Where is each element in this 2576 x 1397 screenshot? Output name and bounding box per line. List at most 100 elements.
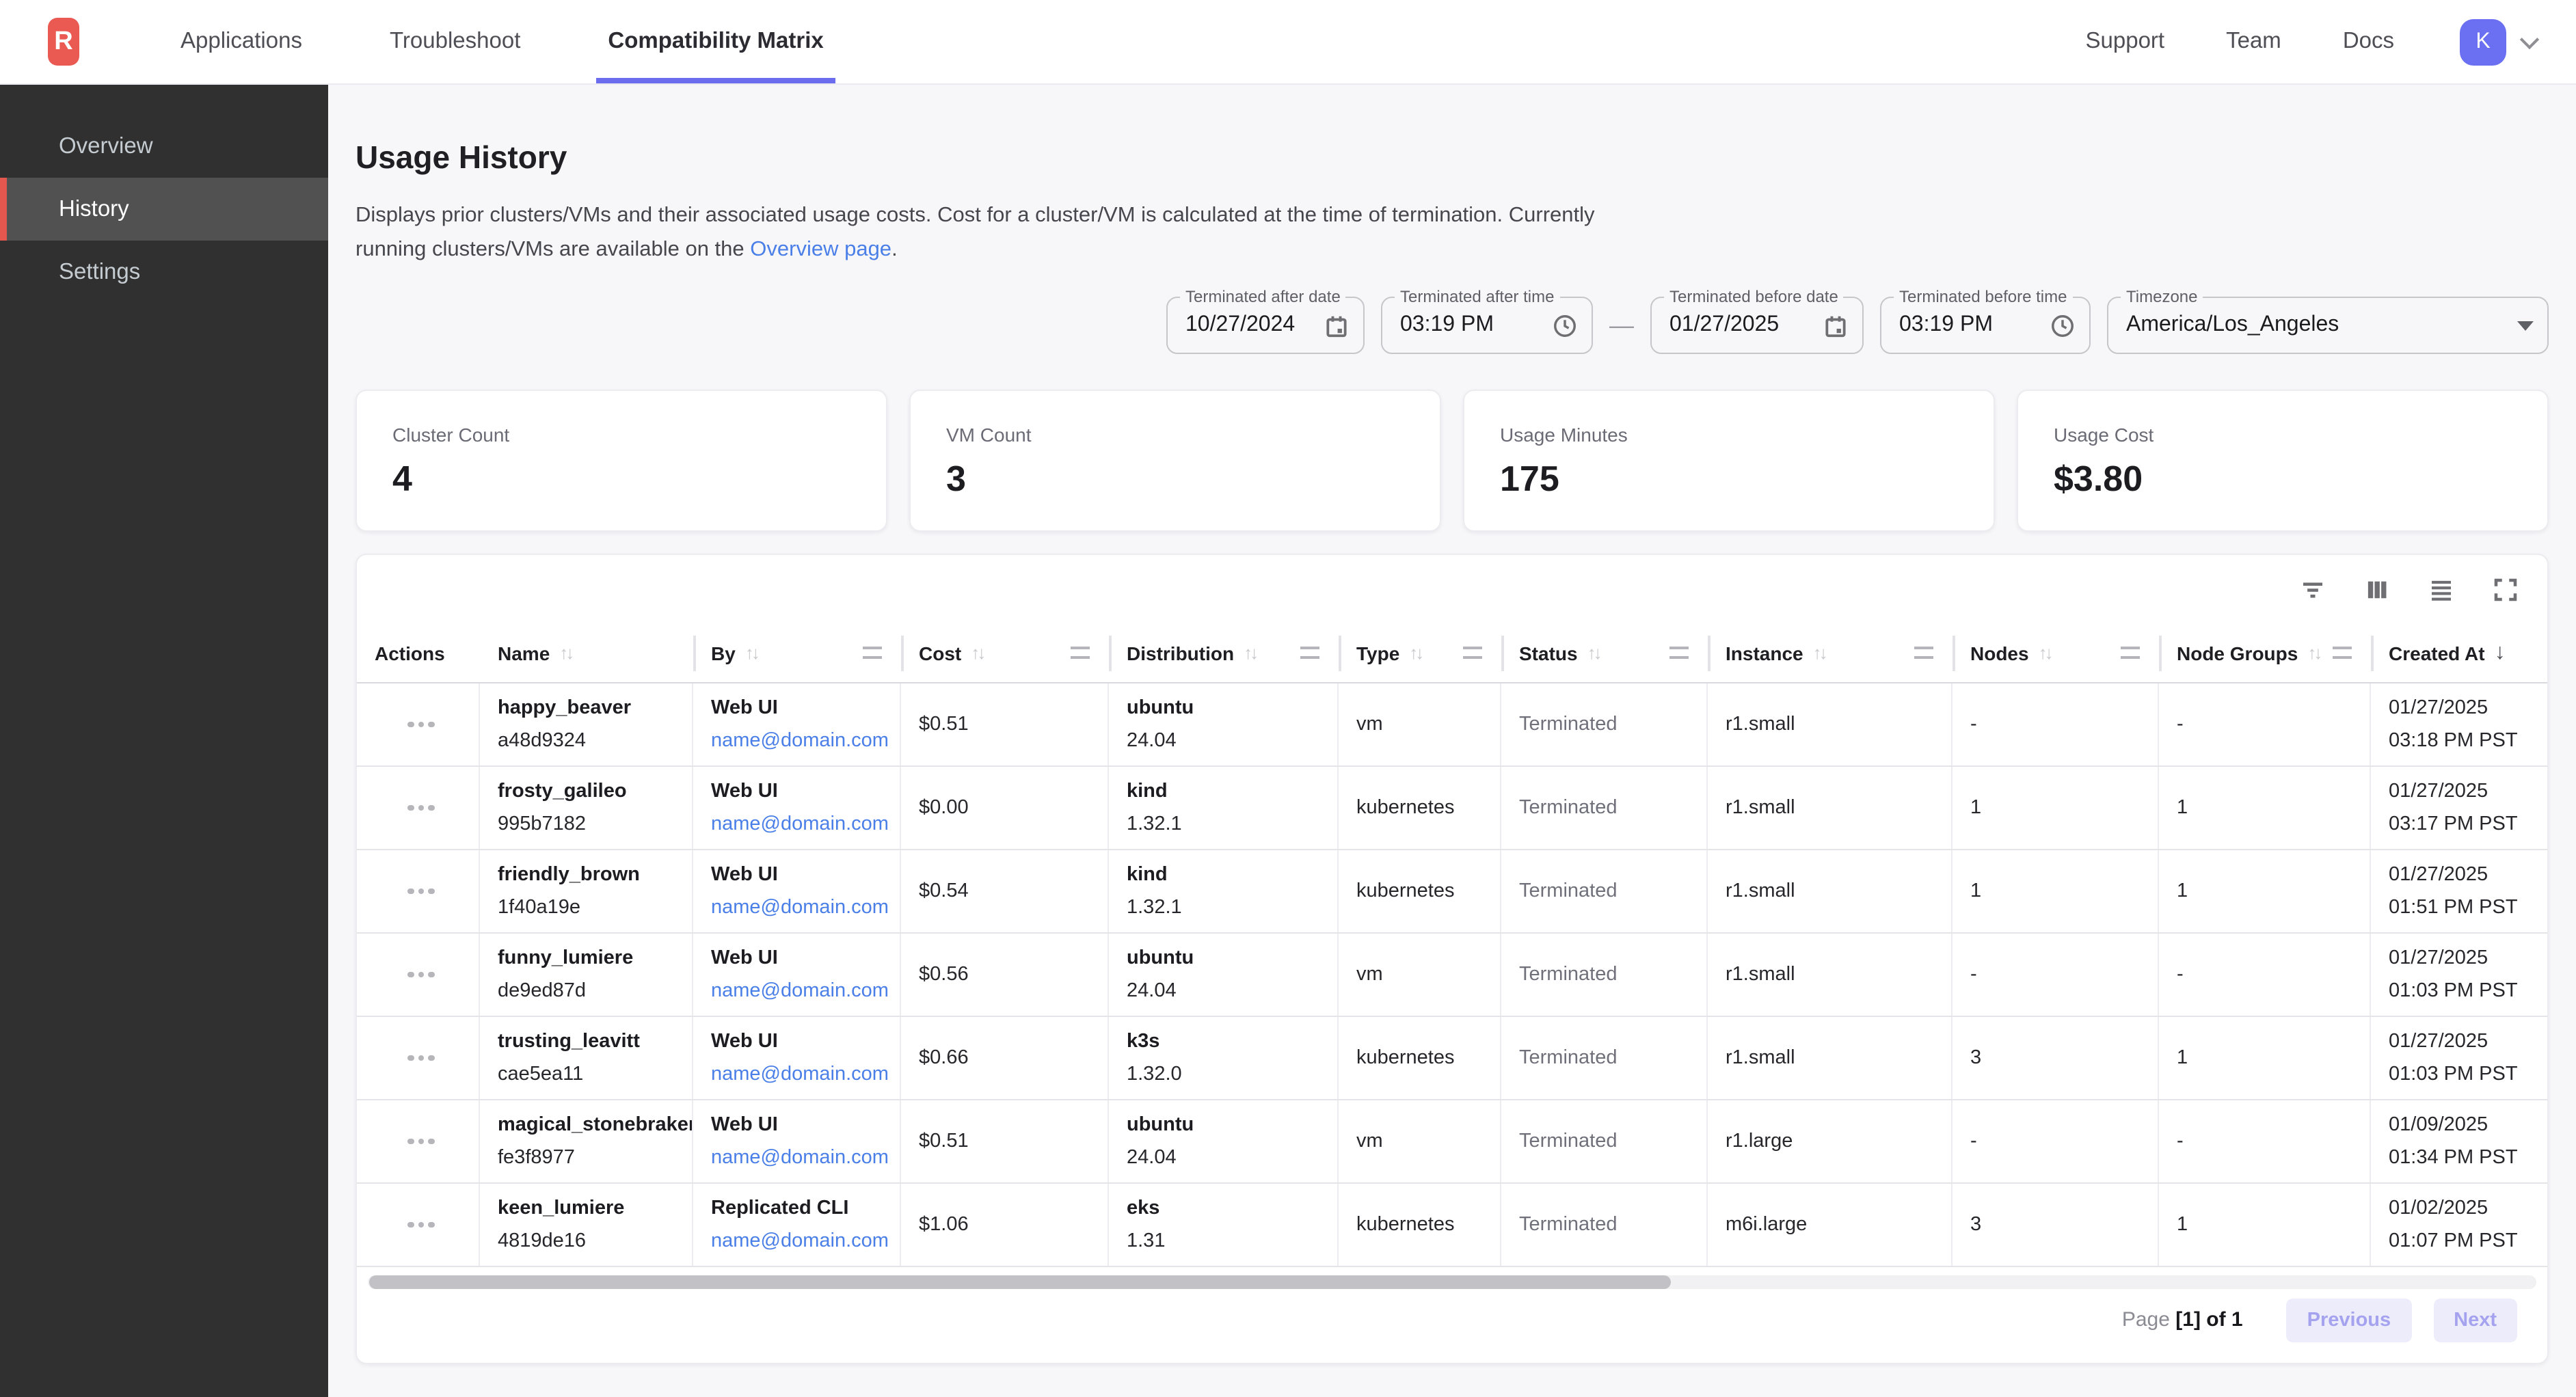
row-by-email[interactable]: name@domain.com [711, 1230, 889, 1253]
row-actions-button[interactable] [405, 1214, 438, 1236]
cell-row-by-source: Web UI name@domain.com [693, 934, 901, 1016]
row-status: Terminated [1519, 1214, 1618, 1236]
cell-row-node-groups: - [2159, 934, 2371, 1016]
row-distribution: ubuntu [1127, 697, 1194, 720]
next-page-button[interactable]: Next [2433, 1298, 2517, 1342]
calendar-icon[interactable] [1823, 312, 1849, 338]
stat-usage-minutes: Usage Minutes 175 [1463, 390, 1995, 532]
column-label: Instance [1726, 642, 1803, 664]
column-header-node-groups[interactable]: Node Groups ↑↓ [2159, 623, 2371, 682]
column-menu-icon[interactable] [2333, 647, 2352, 660]
brand-logo[interactable]: R [48, 18, 79, 66]
avatar[interactable]: K [2460, 18, 2506, 65]
row-status: Terminated [1519, 1130, 1618, 1153]
cell-row-cost: $0.00 [901, 767, 1109, 850]
row-actions-button[interactable] [405, 714, 438, 736]
row-distribution: k3s [1127, 1031, 1160, 1053]
previous-page-button[interactable]: Previous [2286, 1298, 2412, 1342]
column-menu-icon[interactable] [863, 647, 882, 660]
clock-icon[interactable] [2050, 312, 2076, 338]
clock-icon[interactable] [1552, 312, 1578, 338]
terminated-after-time-field[interactable]: Terminated after time 03:19 PM [1381, 287, 1593, 354]
terminated-before-date-field[interactable]: Terminated before date 01/27/2025 [1650, 287, 1864, 354]
row-actions-button[interactable] [405, 1047, 438, 1070]
column-menu-icon[interactable] [1300, 647, 1319, 660]
row-by-email[interactable]: name@domain.com [711, 897, 889, 919]
chevron-down-icon[interactable] [2519, 29, 2540, 49]
column-header-status[interactable]: Status ↑↓ [1501, 623, 1708, 682]
row-distribution: ubuntu [1127, 947, 1194, 970]
sidebar-item-history[interactable]: History [0, 178, 328, 241]
tab-applications[interactable]: Applications [180, 29, 302, 53]
horizontal-scrollbar-thumb[interactable] [369, 1275, 1671, 1290]
row-by-source: Web UI [711, 781, 778, 803]
row-by-email[interactable]: name@domain.com [711, 813, 889, 836]
row-actions-button[interactable] [405, 1130, 438, 1153]
column-header-created-at[interactable]: Created At ↓ [2371, 623, 2547, 682]
field-value: 01/27/2025 [1669, 313, 1780, 336]
column-header-cost[interactable]: Cost ↑↓ [901, 623, 1109, 682]
row-status: Terminated [1519, 714, 1618, 736]
table-header-row: Actions Name ↑↓ By ↑↓ Cost ↑↓ Distribution ↑↓ Typ… [357, 623, 2547, 684]
page-description: Displays prior clusters/VMs and their as… [355, 198, 1641, 267]
row-by-source: Web UI [711, 697, 778, 720]
column-menu-icon[interactable] [1463, 647, 1482, 660]
usage-table-card: Actions Name ↑↓ By ↑↓ Cost ↑↓ Distribution ↑↓ Typ… [355, 554, 2549, 1364]
column-header-name[interactable]: Name ↑↓ [480, 623, 693, 682]
terminated-after-date-field[interactable]: Terminated after date 10/27/2024 [1166, 287, 1365, 354]
terminated-before-time-field[interactable]: Terminated before time 03:19 PM [1880, 287, 2091, 354]
sidebar-item-overview[interactable]: Overview [59, 133, 153, 158]
cell-row-cost: $0.54 [901, 850, 1109, 933]
timezone-select[interactable]: Timezone America/Los_Angeles [2107, 287, 2549, 354]
row-created-time: 01:07 PM PST [2389, 1230, 2518, 1253]
density-icon[interactable] [2427, 575, 2456, 603]
nav-link-docs[interactable]: Docs [2342, 29, 2394, 53]
table-row: magical_stonebraker fe3f8977 Web UI name@do… [357, 1100, 2547, 1184]
column-menu-icon[interactable] [2121, 647, 2140, 660]
cell-row-type: kubernetes [1339, 850, 1501, 933]
overview-page-link[interactable]: Overview page [750, 238, 892, 261]
nav-link-support[interactable]: Support [2085, 29, 2165, 53]
cell-row-created-date: 01/27/2025 01:03 PM PST [2371, 1017, 2547, 1099]
row-instance: r1.small [1726, 714, 1795, 736]
column-menu-icon[interactable] [1071, 647, 1090, 660]
cell-row-by-source: Web UI name@domain.com [693, 1017, 901, 1100]
row-actions-button[interactable] [405, 964, 438, 986]
row-node-groups: 1 [2177, 1214, 2188, 1236]
columns-icon[interactable] [2363, 575, 2391, 603]
tab-compatibility-matrix[interactable]: Compatibility Matrix [595, 0, 836, 83]
column-header-distribution[interactable]: Distribution ↑↓ [1109, 623, 1339, 682]
row-name: happy_beaver [498, 697, 632, 720]
dropdown-arrow-icon[interactable] [2517, 321, 2534, 330]
row-by-email[interactable]: name@domain.com [711, 1063, 889, 1086]
row-cost: $0.51 [919, 714, 969, 736]
row-by-email[interactable]: name@domain.com [711, 980, 889, 1003]
fullscreen-icon[interactable] [2491, 575, 2520, 603]
table-row: frosty_galileo 995b7182 Web UI name@domain.… [357, 767, 2547, 851]
row-nodes: 1 [1970, 880, 1982, 903]
tab-troubleshoot[interactable]: Troubleshoot [389, 29, 521, 53]
row-type: kubernetes [1356, 1214, 1455, 1236]
stat-value: $3.80 [2054, 458, 2143, 499]
column-menu-icon[interactable] [1669, 647, 1689, 660]
column-header-type[interactable]: Type ↑↓ [1339, 623, 1501, 682]
column-header-by[interactable]: By ↑↓ [693, 623, 901, 682]
cell-row-instance: r1.small [1708, 1017, 1953, 1100]
filter-icon[interactable] [2298, 575, 2327, 603]
nav-tabs: Applications Troubleshoot Compatibility … [137, 0, 868, 83]
sidebar-item-settings[interactable]: Settings [59, 259, 141, 284]
calendar-icon[interactable] [1324, 312, 1350, 338]
row-by-email[interactable]: name@domain.com [711, 730, 889, 752]
nav-link-team[interactable]: Team [2226, 29, 2281, 53]
sort-desc-icon: ↓ [2494, 640, 2506, 664]
row-actions-button[interactable] [405, 880, 438, 903]
row-by-email[interactable]: name@domain.com [711, 1147, 889, 1169]
row-actions-button[interactable] [405, 797, 438, 819]
column-menu-icon[interactable] [1914, 647, 1933, 660]
cell-row-cost: $0.51 [901, 683, 1109, 766]
row-id: 995b7182 [498, 813, 587, 836]
column-header-instance[interactable]: Instance ↑↓ [1708, 623, 1953, 682]
ellipsis-dot [428, 721, 435, 728]
column-header-nodes[interactable]: Nodes ↑↓ [1953, 623, 2159, 682]
row-type: kubernetes [1356, 1047, 1455, 1070]
